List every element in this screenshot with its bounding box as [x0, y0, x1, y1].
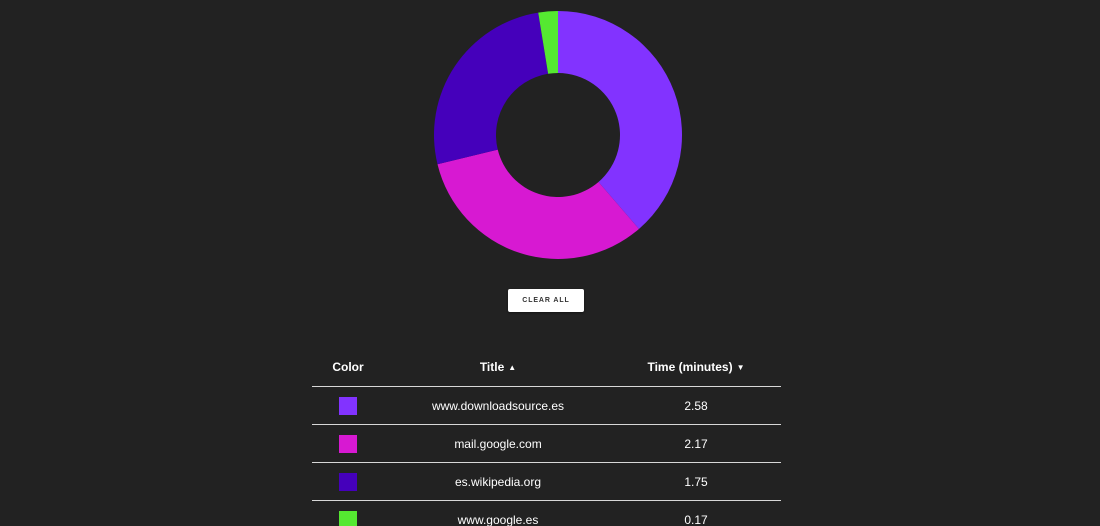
color-swatch	[339, 511, 357, 526]
donut-chart	[434, 11, 682, 259]
color-swatch	[339, 435, 357, 453]
header-title-sort[interactable]: Title ▲	[480, 360, 516, 374]
header-time-sort[interactable]: Time (minutes) ▼	[647, 360, 744, 374]
sort-descending-icon: ▼	[736, 363, 745, 372]
row-time: 2.17	[684, 437, 708, 451]
color-swatch	[339, 397, 357, 415]
table-header: Color Title ▲ Time (minutes) ▼	[312, 348, 781, 387]
row-title: es.wikipedia.org	[454, 475, 542, 489]
sort-ascending-icon: ▲	[508, 363, 517, 372]
clear-all-button[interactable]: CLEAR ALL	[508, 289, 584, 312]
table-row: www.downloadsource.es 2.58	[312, 387, 781, 425]
header-color: Color	[332, 360, 363, 374]
donut-slice-4[interactable]	[538, 11, 558, 74]
header-color-label: Color	[332, 360, 364, 374]
row-title: mail.google.com	[454, 437, 542, 451]
row-time: 1.75	[684, 475, 708, 489]
table-row: es.wikipedia.org 1.75	[312, 463, 781, 501]
table-row: mail.google.com 2.17	[312, 425, 781, 463]
sites-table: Color Title ▲ Time (minutes) ▼ www.downloa…	[312, 348, 781, 526]
header-title-label: Title	[479, 360, 505, 374]
color-swatch	[339, 473, 357, 491]
header-time-label: Time (minutes)	[647, 360, 733, 374]
donut-slice-1[interactable]	[558, 11, 682, 229]
table-row: www.google.es 0.17	[312, 501, 781, 526]
row-title: www.google.es	[457, 513, 539, 526]
donut-slice-3[interactable]	[434, 12, 549, 165]
row-time: 2.58	[684, 399, 708, 413]
donut-slice-2[interactable]	[437, 149, 639, 259]
row-time: 0.17	[684, 513, 708, 526]
row-title: www.downloadsource.es	[431, 399, 565, 413]
